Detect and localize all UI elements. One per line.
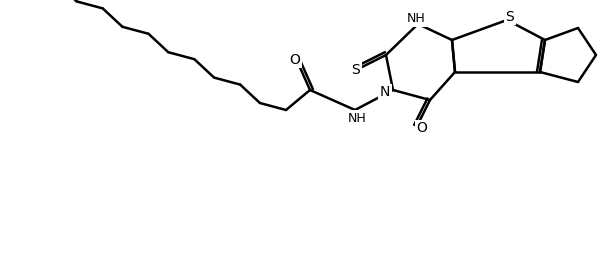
Text: O: O	[416, 121, 427, 135]
Text: S: S	[352, 63, 361, 77]
Text: NH: NH	[407, 12, 426, 25]
Text: O: O	[290, 53, 300, 67]
Text: N: N	[380, 85, 390, 99]
Text: S: S	[505, 10, 514, 24]
Text: NH: NH	[347, 112, 367, 124]
